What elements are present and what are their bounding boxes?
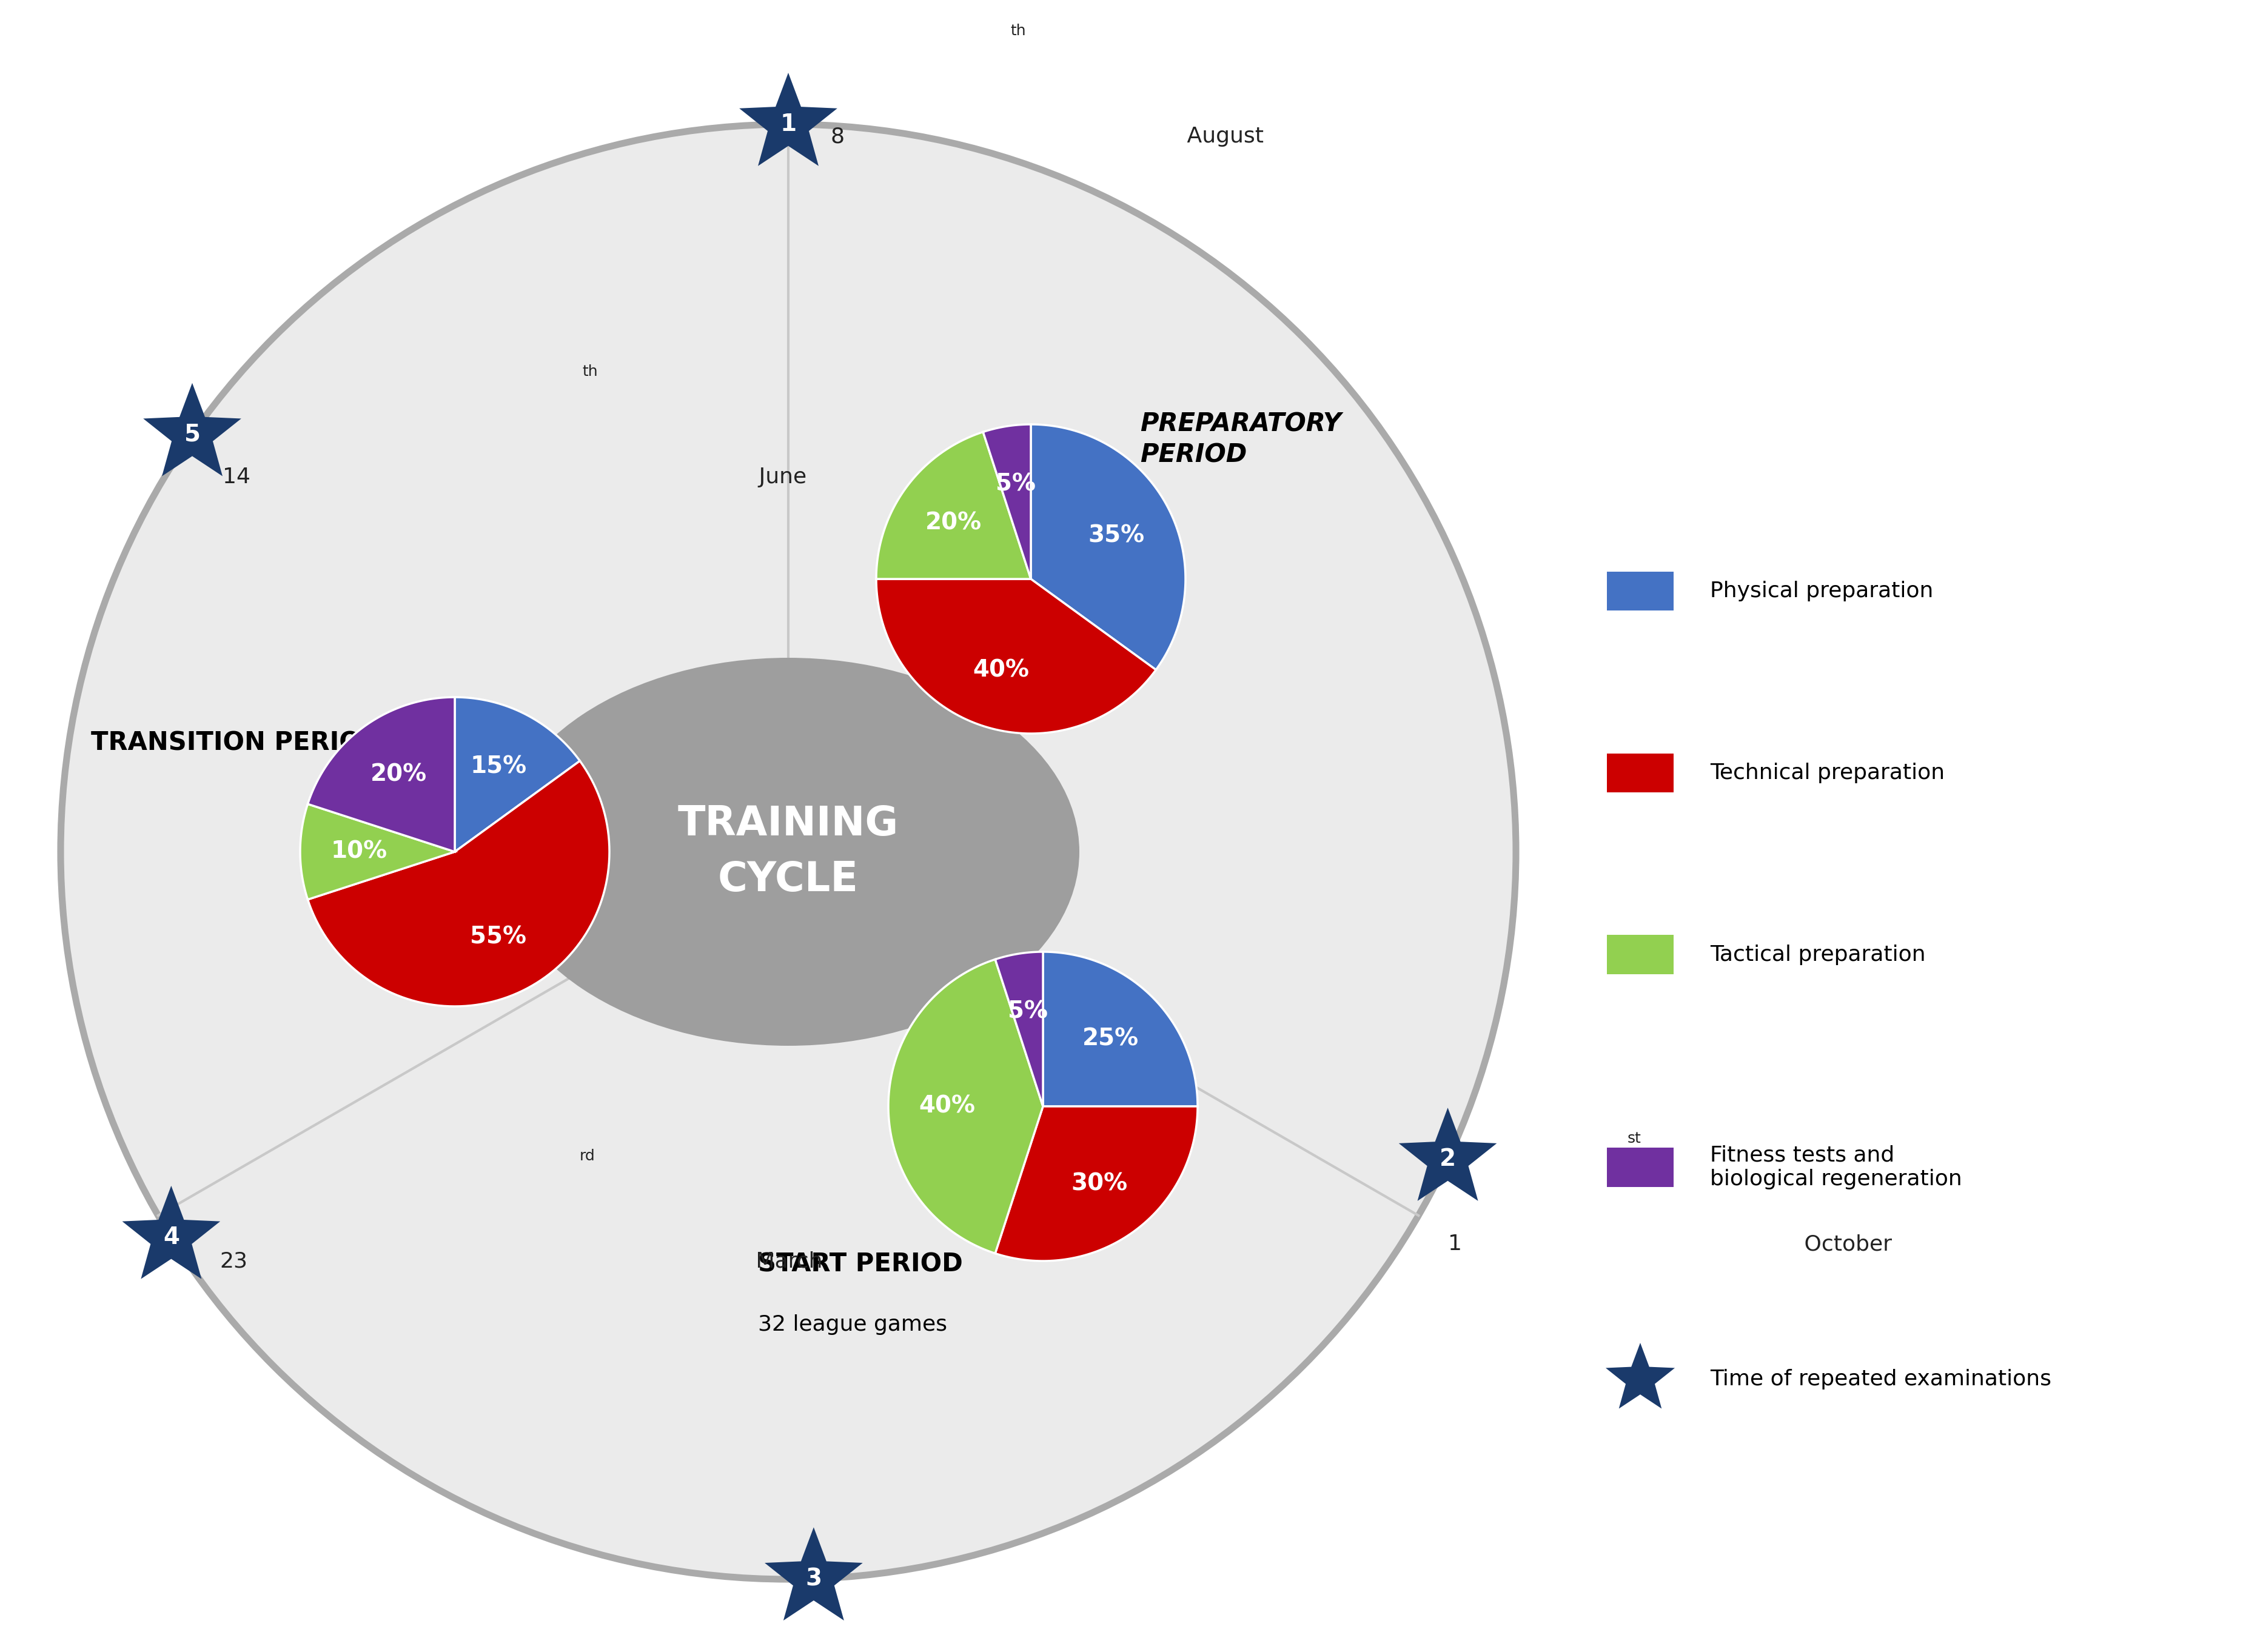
Text: Time of repeated examinations: Time of repeated examinations: [1711, 1370, 2050, 1389]
Text: rd: rd: [579, 1148, 595, 1163]
Polygon shape: [122, 1186, 220, 1279]
Text: 2: 2: [1439, 1148, 1455, 1171]
Text: 55%: 55%: [471, 925, 527, 948]
Text: 10%: 10%: [330, 841, 387, 864]
Polygon shape: [765, 1528, 862, 1621]
FancyBboxPatch shape: [1607, 572, 1675, 611]
Text: 14: 14: [222, 466, 251, 487]
Text: 40%: 40%: [919, 1095, 975, 1118]
Text: 32 league games: 32 league games: [758, 1315, 948, 1335]
Text: 20%: 20%: [371, 763, 428, 786]
Polygon shape: [876, 431, 1032, 578]
Polygon shape: [1399, 1108, 1496, 1201]
Text: June: June: [751, 466, 806, 487]
FancyBboxPatch shape: [1607, 753, 1675, 793]
Text: Technical preparation: Technical preparation: [1711, 763, 1944, 783]
Text: 5%: 5%: [1007, 999, 1048, 1023]
Text: Tactical preparation: Tactical preparation: [1711, 945, 1926, 965]
FancyBboxPatch shape: [1607, 935, 1675, 975]
Polygon shape: [889, 960, 1043, 1254]
Text: 5%: 5%: [996, 472, 1036, 496]
Polygon shape: [996, 952, 1043, 1107]
Polygon shape: [301, 805, 455, 900]
Text: 40%: 40%: [973, 659, 1030, 682]
Polygon shape: [996, 1107, 1197, 1260]
Text: Physical preparation: Physical preparation: [1711, 582, 1933, 601]
Text: TRAINING
CYCLE: TRAINING CYCLE: [679, 805, 898, 900]
Text: 4: 4: [163, 1226, 179, 1249]
Polygon shape: [308, 697, 455, 852]
Text: 1: 1: [781, 112, 797, 135]
Polygon shape: [1032, 425, 1186, 669]
Polygon shape: [740, 73, 837, 165]
Text: 30%: 30%: [1070, 1173, 1127, 1196]
Polygon shape: [1043, 952, 1197, 1107]
Polygon shape: [876, 578, 1156, 733]
Text: 3: 3: [806, 1568, 821, 1591]
Text: 5: 5: [183, 423, 201, 446]
Text: 20%: 20%: [926, 510, 982, 534]
Polygon shape: [308, 762, 609, 1006]
Ellipse shape: [498, 657, 1079, 1046]
Text: 15%: 15%: [471, 755, 527, 778]
Text: March: March: [749, 1251, 824, 1272]
Text: 1: 1: [1448, 1234, 1462, 1254]
Text: 23: 23: [220, 1251, 247, 1272]
Text: TRANSITION PERIOD: TRANSITION PERIOD: [91, 730, 382, 755]
Text: October: October: [1797, 1234, 1892, 1254]
Polygon shape: [143, 383, 242, 476]
Text: th: th: [582, 363, 597, 378]
Text: PREPARATORY
PERIOD: PREPARATORY PERIOD: [1141, 411, 1342, 468]
Ellipse shape: [61, 124, 1516, 1579]
Text: Fitness tests and
biological regeneration: Fitness tests and biological regeneratio…: [1711, 1145, 1962, 1189]
Text: START PERIOD: START PERIOD: [758, 1251, 962, 1277]
Text: August: August: [1181, 126, 1265, 147]
Polygon shape: [455, 697, 579, 852]
Text: 25%: 25%: [1082, 1028, 1138, 1051]
Text: 8: 8: [831, 126, 844, 147]
FancyBboxPatch shape: [1607, 1146, 1675, 1186]
Text: th: th: [1012, 23, 1025, 38]
Polygon shape: [1607, 1343, 1675, 1409]
Text: 35%: 35%: [1089, 524, 1145, 547]
Text: st: st: [1627, 1132, 1641, 1146]
Polygon shape: [982, 425, 1032, 578]
